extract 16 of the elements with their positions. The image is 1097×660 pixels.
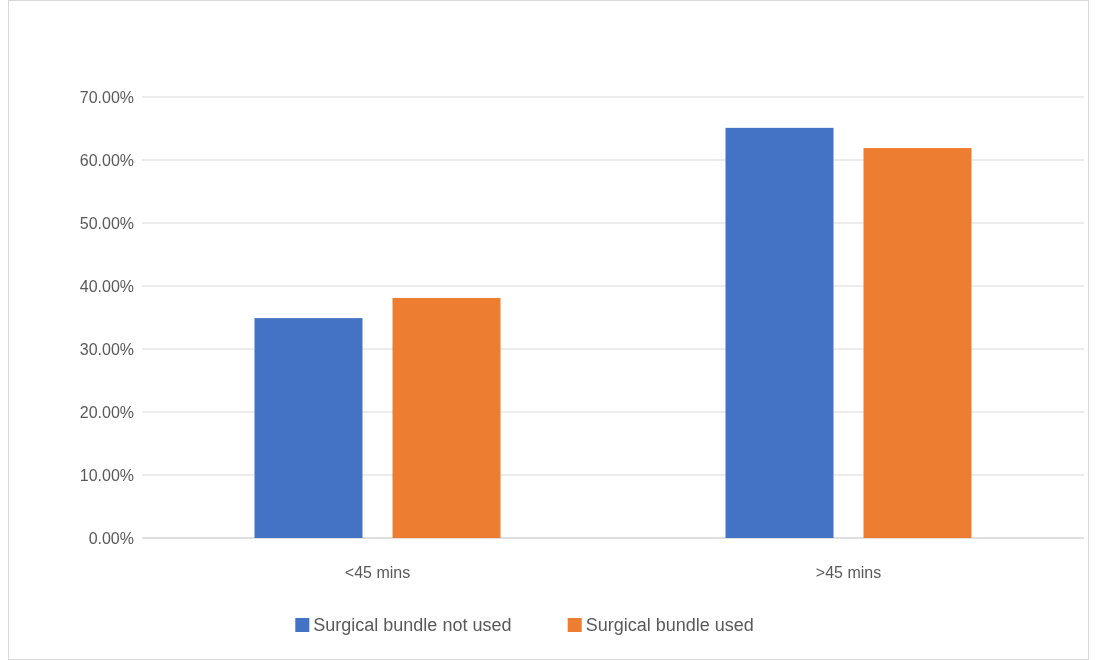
y-tick-label: 10.00%: [79, 466, 134, 484]
y-tick-label: 0.00%: [88, 529, 134, 547]
y-tick-label: 30.00%: [79, 340, 134, 358]
legend-label: Surgical bundle not used: [313, 615, 512, 636]
bar: [725, 127, 834, 538]
y-tick-label: 60.00%: [79, 151, 134, 169]
bar: [863, 148, 972, 538]
bar: [392, 297, 501, 538]
y-tick-label: 20.00%: [79, 403, 134, 421]
y-tick-label: 40.00%: [79, 277, 134, 295]
bar: [254, 318, 363, 538]
legend-label: Surgical bundle used: [585, 615, 754, 636]
y-tick-label: 50.00%: [79, 214, 134, 232]
y-tick-label: 70.00%: [79, 88, 134, 106]
x-tick-label: >45 mins: [815, 564, 882, 581]
x-tick-label: <45 mins: [344, 564, 411, 581]
